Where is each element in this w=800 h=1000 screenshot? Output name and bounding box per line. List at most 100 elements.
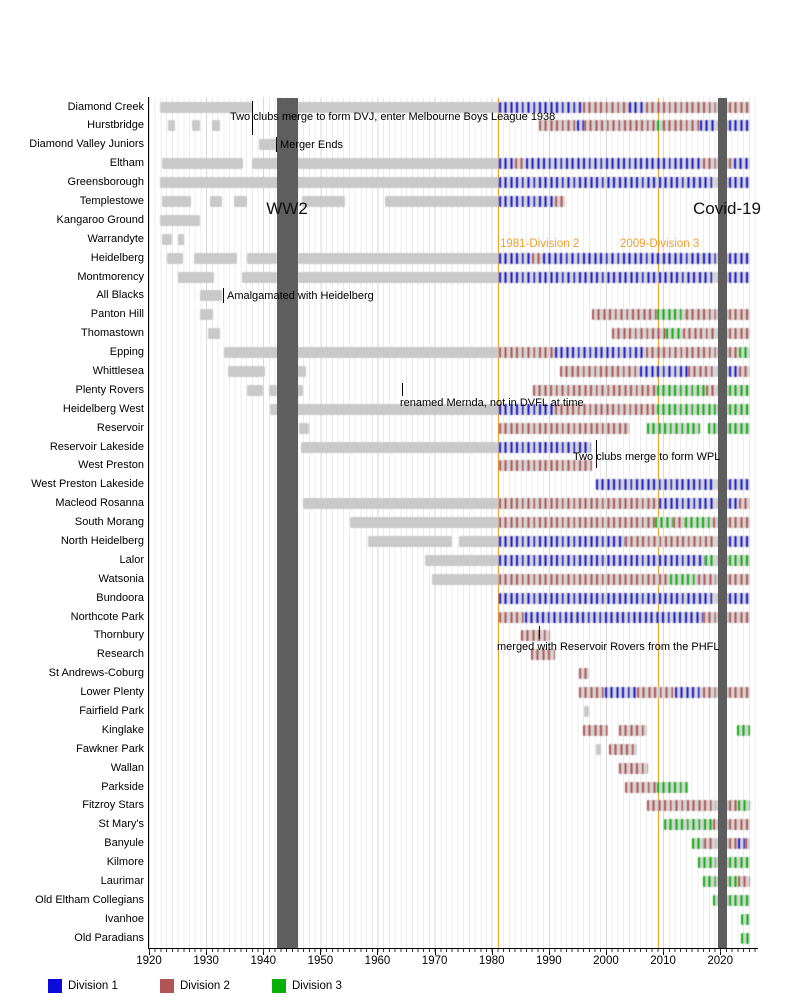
- row-label: Ivanhoe: [104, 912, 144, 925]
- row-label: Whittlesea: [92, 364, 144, 377]
- timeline-bar-segment: [578, 668, 590, 680]
- timeline-bar-segment: [703, 158, 717, 170]
- row-label: Lower Plenty: [80, 686, 144, 699]
- timeline-bar-segment: [595, 479, 717, 491]
- timeline-bar-solid: [424, 554, 499, 566]
- timeline-bar-segment: [706, 384, 717, 396]
- timeline-bar-solid: [224, 347, 499, 359]
- timeline-bar-segment: [703, 611, 717, 623]
- timeline-bar-solid: [297, 252, 499, 264]
- timeline-bar-segment: [530, 649, 556, 661]
- timeline-bar-solid: [246, 252, 277, 264]
- annotation-text: Two clubs merge to form WPL: [573, 451, 721, 463]
- timeline-bar-segment: [498, 271, 717, 283]
- timeline-bar-segment: [728, 365, 740, 377]
- timeline-bar-segment: [665, 328, 684, 340]
- timeline-bar-segment: [657, 384, 707, 396]
- timeline-bar-segment: [524, 611, 704, 623]
- timeline-bar-segment: [704, 554, 717, 566]
- timeline-bar-solid: [161, 233, 172, 245]
- division3-era-label: 2009-Division 3: [620, 238, 700, 250]
- x-axis-tick-label: 1950: [307, 955, 334, 967]
- timeline-bar-solid: [384, 195, 499, 207]
- row-label: Old Eltham Collegians: [35, 893, 144, 906]
- row-label: Bundoora: [96, 591, 144, 604]
- timeline-bar-solid: [269, 403, 280, 415]
- legend-item-division2: Division 2: [160, 979, 270, 994]
- timeline-bar-segment: [728, 875, 739, 887]
- timeline-bar-segment: [697, 573, 717, 585]
- timeline-bar-solid: [303, 498, 499, 510]
- x-axis-decade-tick: [320, 949, 322, 955]
- annotation-text: Merger Ends: [280, 139, 343, 151]
- row-label: Kangaroo Ground: [56, 213, 144, 226]
- timeline-bar-solid: [210, 195, 223, 207]
- timeline-bar-solid: [178, 271, 214, 283]
- row-label: Watsonia: [98, 572, 144, 585]
- timeline-bar-solid: [167, 120, 175, 132]
- x-axis-tick-label: 1960: [364, 955, 391, 967]
- row-label: Greensborough: [67, 176, 144, 189]
- timeline-bar-segment: [604, 687, 637, 699]
- row-label: Kilmore: [106, 856, 144, 869]
- timeline-bar-solid: [584, 705, 590, 717]
- timeline-bar-segment: [728, 177, 750, 189]
- timeline-bar-segment: [691, 838, 704, 850]
- x-axis-tick-label: 2000: [593, 955, 619, 967]
- timeline-bar-solid: [299, 422, 309, 434]
- legend-label: Division 3: [292, 980, 342, 992]
- row-label: Eltham: [109, 157, 144, 170]
- timeline-bar-segment: [625, 535, 717, 547]
- row-label: Panton Hill: [90, 308, 144, 321]
- timeline-bar-segment: [728, 573, 750, 585]
- timeline-bar-solid: [166, 252, 184, 264]
- x-axis-decade-tick: [377, 949, 379, 955]
- timeline-bar-solid: [178, 233, 185, 245]
- x-axis-decade-tick: [263, 949, 265, 955]
- timeline-bar-solid: [252, 158, 499, 170]
- timeline-bar-segment: [543, 252, 717, 264]
- row-label: Fitzroy Stars: [82, 799, 144, 812]
- legend-item-division1: Division 1: [48, 979, 158, 994]
- timeline-bar-solid: [161, 158, 244, 170]
- timeline-bar-segment: [591, 309, 658, 321]
- timeline-bar-segment: [728, 554, 750, 566]
- timeline-bar-segment: [728, 328, 750, 340]
- timeline-bar-segment: [739, 347, 750, 359]
- row-label: Old Paradians: [74, 931, 144, 944]
- legend: Division 1 Division 2 Division 3: [0, 975, 800, 1000]
- annotation-text: Amalgamated with Heidelberg: [227, 290, 374, 302]
- legend-swatch-division2: [160, 979, 174, 993]
- timeline-bar-segment: [645, 101, 717, 113]
- timeline-bar-segment: [624, 781, 657, 793]
- timeline-bar-segment: [664, 819, 714, 831]
- timeline-bar-segment: [640, 365, 688, 377]
- timeline-bar-segment: [728, 498, 740, 510]
- timeline-bar-segment: [618, 762, 649, 774]
- annotation-tick: [539, 626, 541, 639]
- annotation-tick: [276, 137, 278, 152]
- timeline-bar-segment: [713, 894, 717, 906]
- ww2-band: [276, 98, 298, 948]
- timeline-bar-solid: [234, 195, 248, 207]
- x-axis-tick-label: 1980: [478, 955, 505, 967]
- timeline-bar-solid: [161, 195, 191, 207]
- timeline-bar-segment: [514, 158, 526, 170]
- axis-minor-ticks: [148, 949, 757, 952]
- timeline-bar-segment: [646, 800, 717, 812]
- timeline-bar-solid: [297, 271, 499, 283]
- timeline-bar-solid: [431, 573, 499, 585]
- timeline-bar-segment: [498, 177, 717, 189]
- timeline-bar-segment: [498, 498, 659, 510]
- timeline-bar-segment: [713, 819, 717, 831]
- timeline-bar-segment: [741, 932, 750, 944]
- timeline-bar-segment: [703, 687, 717, 699]
- timeline-bar-segment: [728, 120, 750, 132]
- timeline-bar-segment: [734, 158, 750, 170]
- row-label: Diamond Creek: [67, 100, 144, 113]
- row-label: Templestowe: [79, 194, 144, 207]
- timeline-bar-segment: [728, 857, 750, 869]
- x-axis: [148, 948, 758, 949]
- timeline-bar-solid: [300, 441, 499, 453]
- timeline-bar-segment: [728, 687, 750, 699]
